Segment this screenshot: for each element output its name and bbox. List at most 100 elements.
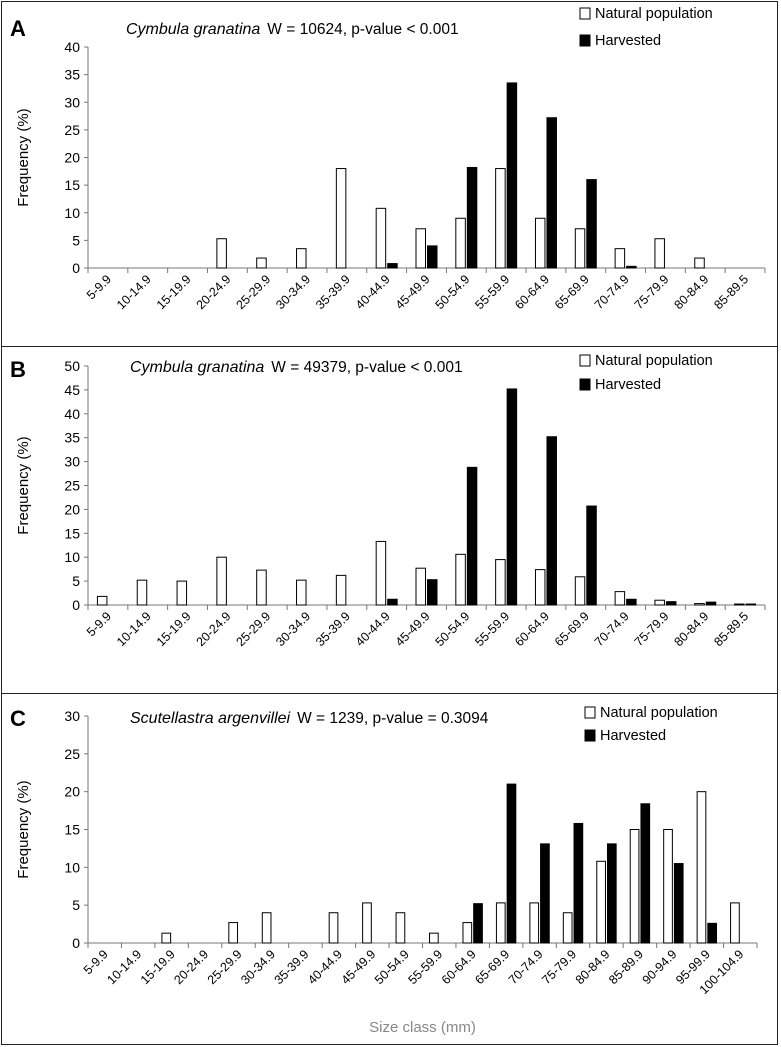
x-tick-label: 85-89.5 (711, 609, 751, 649)
x-tick-label: 70-74.9 (592, 609, 632, 649)
chart-c: C Scutellastra argenvillei W = 1239, p-val… (10, 705, 758, 1036)
bar-natural (375, 207, 387, 269)
x-tick-label: 45-49.9 (339, 947, 379, 987)
legend-label-harvested-a: Harvested (595, 33, 661, 49)
chart-b: B Cymbula granatina W = 49379, p-value < 0… (10, 353, 766, 649)
bar-natural (335, 574, 347, 606)
legend-swatch-harvested-b (579, 378, 591, 391)
x-tick-label: 40-44.9 (305, 947, 345, 987)
bar-natural (256, 257, 267, 269)
legend-label-natural-c: Natural population (600, 705, 718, 721)
x-tick-label: 15-19.9 (154, 272, 194, 312)
bar-natural (734, 603, 745, 606)
y-tick-label: 40 (64, 406, 80, 422)
bar-natural (216, 556, 227, 606)
y-tick-label: 20 (64, 784, 80, 800)
x-tick-label: 10-14.9 (114, 272, 154, 312)
y-tick-label: 40 (64, 39, 80, 55)
bar-harvested (427, 245, 438, 269)
bar-natural (415, 567, 426, 606)
bar-natural (495, 559, 506, 606)
y-tick-label: 30 (64, 454, 80, 470)
x-tick-label: 45-49.9 (393, 272, 433, 312)
y-tick-label: 35 (64, 67, 80, 83)
bar-natural (614, 248, 626, 269)
bar-natural (495, 902, 506, 944)
x-tick-label: 75-79.9 (539, 947, 579, 987)
x-tick-label: 70-74.9 (506, 947, 546, 987)
bar-natural (694, 257, 705, 269)
x-tick-label: 85-89.9 (606, 947, 646, 987)
x-tick-label: 60-64.9 (439, 947, 479, 987)
bar-harvested (387, 598, 398, 606)
bar-natural (362, 902, 372, 944)
x-tick-label: 85-89.5 (711, 272, 751, 312)
species-name-b: Cymbula granatina (130, 359, 264, 376)
x-tick-label: 30-34.9 (273, 272, 313, 312)
panel-letter-c: C (10, 706, 26, 731)
bar-natural (663, 829, 673, 944)
bar-harvested (606, 843, 617, 944)
x-tick-label: 25-29.9 (233, 272, 273, 312)
y-tick-label: 30 (64, 708, 80, 724)
y-tick-label: 25 (64, 478, 80, 494)
y-tick-label: 0 (72, 597, 80, 613)
bar-natural (96, 595, 108, 606)
legend-swatch-harvested-a (579, 34, 591, 47)
x-tick-label: 75-79.9 (632, 272, 672, 312)
y-tick-label: 20 (64, 150, 80, 166)
bar-natural (335, 168, 347, 269)
legend-swatch-natural-b (579, 354, 591, 367)
bar-harvested (387, 263, 398, 269)
y-tick-label: 20 (64, 501, 80, 517)
bar-harvested (546, 436, 557, 606)
bar-natural (415, 228, 426, 269)
panel-letter-b: B (10, 357, 26, 382)
bar-natural (730, 902, 740, 944)
bar-natural (176, 580, 188, 606)
x-tick-label: 70-74.9 (592, 272, 632, 312)
bar-harvested (665, 601, 677, 606)
y-tick-label: 0 (72, 935, 80, 951)
legend-label-harvested-b: Harvested (595, 377, 661, 393)
panel-b: B Cymbula granatina W = 49379, p-value < 0… (1, 346, 778, 694)
bar-natural (296, 579, 307, 606)
bar-harvested (546, 117, 557, 269)
x-tick-label: 50-54.9 (433, 609, 473, 649)
bar-natural (696, 791, 707, 944)
y-tick-label: 5 (72, 573, 80, 589)
y-tick-label: 25 (64, 122, 80, 138)
bar-natural (574, 228, 586, 269)
panel-letter-a: A (10, 16, 26, 41)
y-axis-label-b: Frequency (%) (15, 436, 32, 534)
x-tick-label: 5-9.9 (81, 947, 111, 977)
x-tick-label: 35-39.9 (313, 272, 353, 312)
x-tick-label: 35-39.9 (272, 947, 312, 987)
bar-harvested (506, 783, 517, 944)
x-tick-label: 45-49.9 (393, 609, 433, 649)
stats-text-c: W = 1239, p-value = 0.3094 (297, 710, 489, 727)
bar-natural (161, 932, 172, 944)
legend-swatch-natural-a (579, 7, 591, 20)
bar-natural (395, 912, 406, 944)
bar-harvested (586, 179, 597, 269)
chart-title-a: Cymbula granatina W = 10624, p-value < 0.… (126, 21, 459, 38)
x-tick-label: 80-84.9 (672, 609, 712, 649)
bar-harvested (466, 166, 478, 269)
x-tick-label: 10-14.9 (114, 609, 154, 649)
y-tick-label: 50 (64, 358, 80, 374)
x-tick-label: 65-69.9 (552, 609, 592, 649)
bar-harvested (745, 603, 757, 606)
bar-harvested (626, 598, 637, 606)
y-tick-label: 10 (64, 205, 80, 221)
bar-natural (534, 217, 546, 269)
x-tick-label: 10-14.9 (104, 947, 144, 987)
y-tick-label: 25 (64, 746, 80, 762)
x-tick-label: 30-34.9 (238, 947, 278, 987)
x-tick-label: 5-9.9 (84, 609, 114, 639)
bar-natural (462, 922, 473, 944)
x-tick-label: 55-59.9 (472, 609, 512, 649)
legend-swatch-natural-c (584, 706, 596, 719)
panel-c: C Scutellastra argenvillei W = 1239, p-val… (1, 693, 778, 1045)
species-name-a: Cymbula granatina (126, 21, 260, 38)
